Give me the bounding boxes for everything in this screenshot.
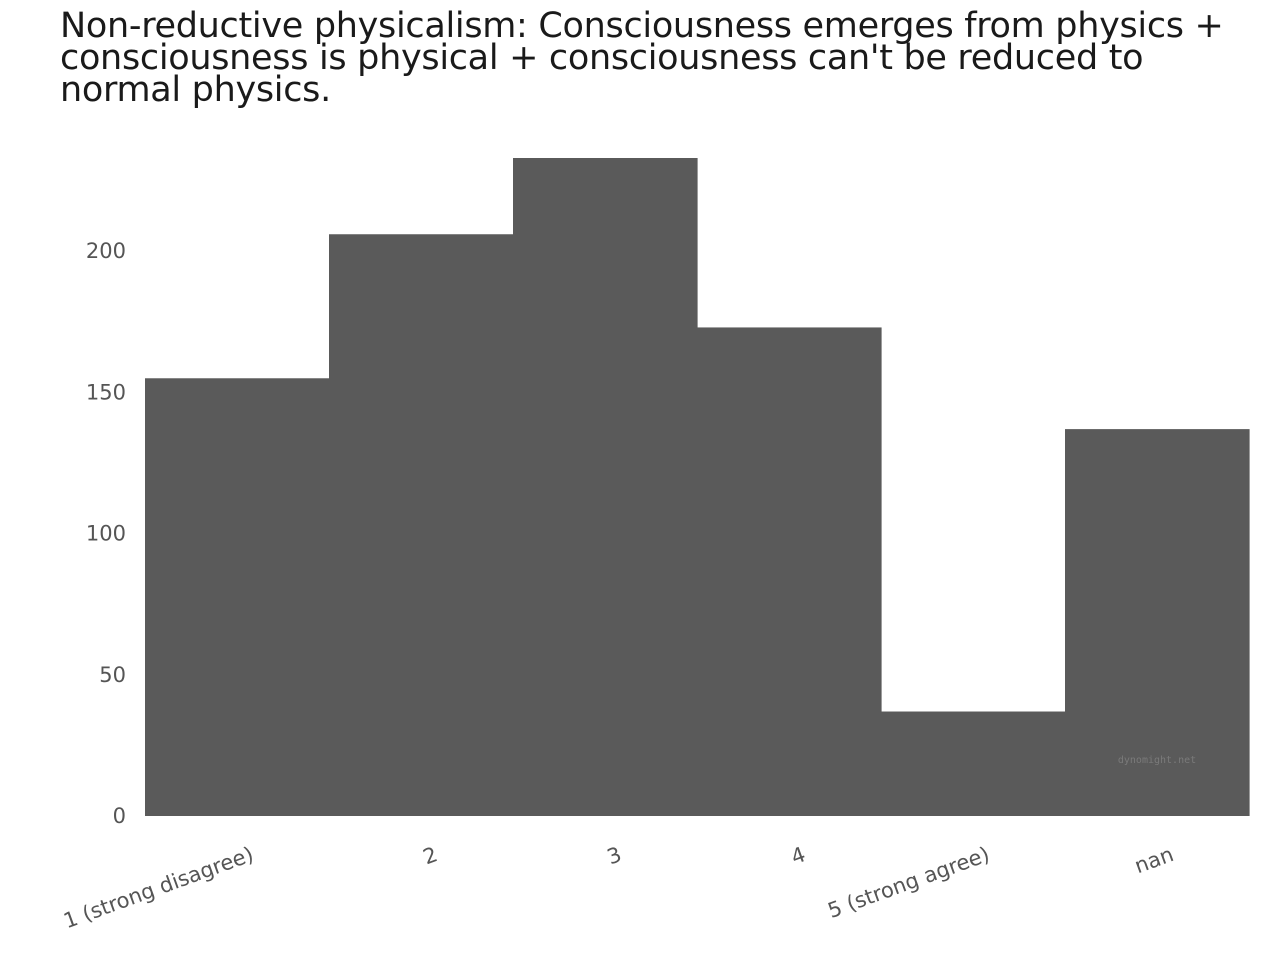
bar-5 — [1065, 429, 1250, 816]
x-tick-label-1: 2 — [420, 842, 441, 869]
x-tick-label-5: nan — [1131, 842, 1176, 878]
x-tick-label-2: 3 — [604, 842, 625, 869]
y-tick-label-3: 150 — [86, 380, 126, 404]
chart-title: Non-reductive physicalism: Consciousness… — [60, 6, 1224, 110]
bar-0 — [145, 378, 330, 816]
y-axis-ticks: 0 50 100 150 200 — [86, 239, 126, 828]
x-axis-ticks: 1 (strong disagree) 2 3 4 5 (strong agree) na… — [60, 842, 1176, 933]
y-tick-label-1: 50 — [99, 663, 126, 687]
x-tick-label-0: 1 (strong disagree) — [60, 842, 256, 933]
bar-1 — [329, 234, 514, 816]
bar-4 — [881, 711, 1066, 816]
x-tick-label-4: 5 (strong agree) — [825, 842, 993, 923]
x-tick-label-3: 4 — [788, 842, 809, 869]
bars-group — [145, 158, 1250, 816]
y-tick-label-2: 100 — [86, 522, 126, 546]
y-tick-label-4: 200 — [86, 239, 126, 263]
bar-3 — [697, 327, 882, 816]
y-tick-label-0: 0 — [113, 804, 126, 828]
watermark: dynomight.net — [1118, 755, 1196, 766]
bar-2 — [513, 158, 698, 816]
